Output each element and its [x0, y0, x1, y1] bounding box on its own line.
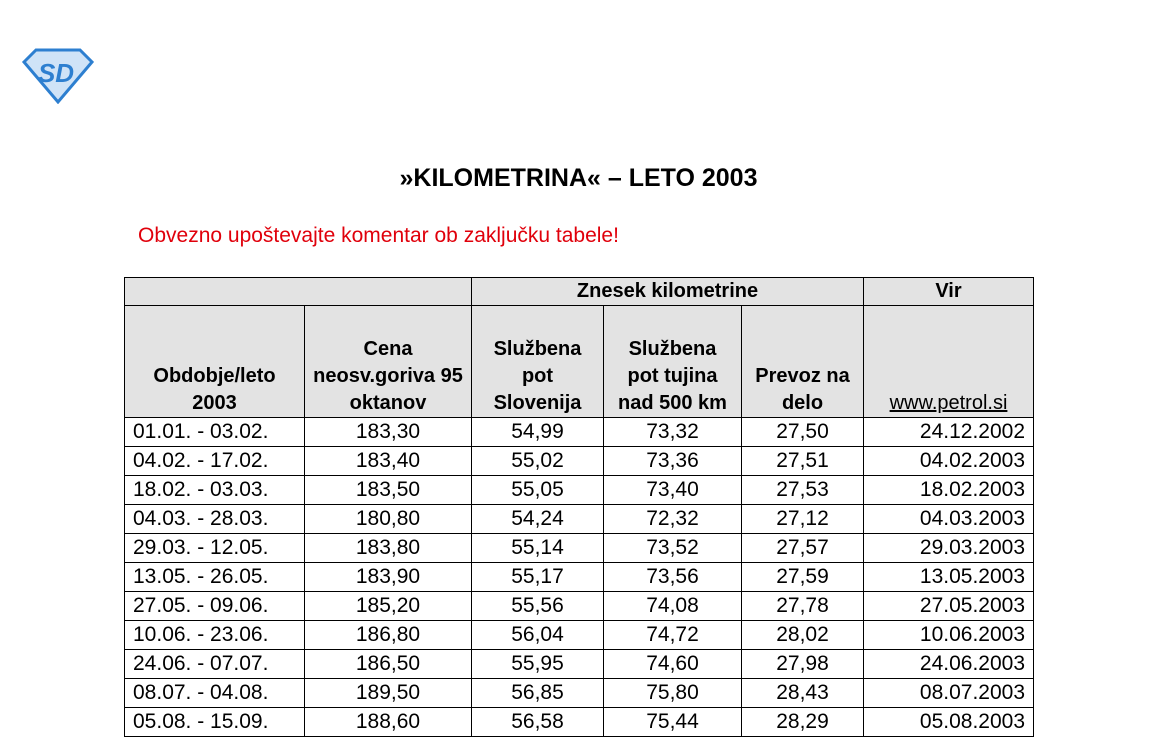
cell-source-date: 18.02.2003 [863, 475, 1034, 505]
col-fuel-price: Cena neosv.goriva 95 oktanov [304, 305, 472, 418]
table-row: 29.03. - 12.05. 183,80 55,14 73,52 27,57 29.0… [124, 533, 1034, 563]
cell-source-date: 10.06.2003 [863, 620, 1034, 650]
cell-abroad: 73,52 [603, 533, 742, 563]
cell-source-date: 04.02.2003 [863, 446, 1034, 476]
cell-commute: 28,43 [741, 678, 864, 708]
document-title: »KILOMETRINA« – LETO 2003 [399, 164, 758, 192]
cell-fuel-price: 183,50 [304, 475, 472, 505]
warning-note: Obvezno upoštevajte komentar ob zaključk… [138, 224, 619, 247]
cell-fuel-price: 186,80 [304, 620, 472, 650]
cell-abroad: 75,44 [603, 707, 742, 737]
cell-fuel-price: 188,60 [304, 707, 472, 737]
table-row: 27.05. - 09.06. 185,20 55,56 74,08 27,78 27.0… [124, 591, 1034, 621]
cell-fuel-price: 183,30 [304, 417, 472, 447]
cell-commute: 27,12 [741, 504, 864, 534]
cell-slovenia: 55,56 [471, 591, 604, 621]
cell-commute: 27,98 [741, 649, 864, 679]
cell-fuel-price: 183,90 [304, 562, 472, 592]
cell-period: 01.01. - 03.02. [124, 417, 305, 447]
cell-period: 04.03. - 28.03. [124, 504, 305, 534]
cell-commute: 27,59 [741, 562, 864, 592]
table-row: 05.08. - 15.09. 188,60 56,58 75,44 28,29 05.0… [124, 707, 1034, 737]
cell-fuel-price: 186,50 [304, 649, 472, 679]
header-source: Vir [863, 277, 1034, 306]
cell-fuel-price: 183,80 [304, 533, 472, 563]
col-abroad: Službena pot tujina nad 500 km [603, 305, 742, 418]
cell-commute: 27,53 [741, 475, 864, 505]
cell-period: 13.05. - 26.05. [124, 562, 305, 592]
cell-commute: 28,02 [741, 620, 864, 650]
cell-source-date: 24.12.2002 [863, 417, 1034, 447]
company-logo: SD [22, 48, 94, 104]
table-row: 24.06. - 07.07. 186,50 55,95 74,60 27,98 24.0… [124, 649, 1034, 679]
cell-period: 27.05. - 09.06. [124, 591, 305, 621]
header-blank [124, 277, 472, 306]
cell-fuel-price: 180,80 [304, 504, 472, 534]
cell-slovenia: 55,05 [471, 475, 604, 505]
col-period: Obdobje/leto 2003 [124, 305, 305, 418]
cell-abroad: 75,80 [603, 678, 742, 708]
cell-slovenia: 55,14 [471, 533, 604, 563]
cell-abroad: 72,32 [603, 504, 742, 534]
cell-abroad: 73,40 [603, 475, 742, 505]
mileage-table: Znesek kilometrine Vir Obdobje/leto 2003… [124, 277, 1034, 737]
cell-period: 08.07. - 04.08. [124, 678, 305, 708]
table-row: 01.01. - 03.02. 183,30 54,99 73,32 27,50 24.1… [124, 417, 1034, 447]
cell-slovenia: 54,24 [471, 504, 604, 534]
cell-slovenia: 55,02 [471, 446, 604, 476]
cell-period: 04.02. - 17.02. [124, 446, 305, 476]
col-commute: Prevoz na delo [741, 305, 864, 418]
cell-abroad: 74,08 [603, 591, 742, 621]
cell-commute: 27,78 [741, 591, 864, 621]
cell-fuel-price: 185,20 [304, 591, 472, 621]
cell-abroad: 73,36 [603, 446, 742, 476]
cell-commute: 27,50 [741, 417, 864, 447]
cell-source-date: 29.03.2003 [863, 533, 1034, 563]
cell-source-date: 04.03.2003 [863, 504, 1034, 534]
table-row: 04.03. - 28.03. 180,80 54,24 72,32 27,12 04.0… [124, 504, 1034, 534]
cell-slovenia: 54,99 [471, 417, 604, 447]
cell-abroad: 74,60 [603, 649, 742, 679]
header-group: Znesek kilometrine [471, 277, 864, 306]
cell-source-date: 08.07.2003 [863, 678, 1034, 708]
cell-abroad: 74,72 [603, 620, 742, 650]
col-source-link[interactable]: www.petrol.si [863, 305, 1034, 418]
table-row: 04.02. - 17.02. 183,40 55,02 73,36 27,51 04.0… [124, 446, 1034, 476]
cell-fuel-price: 183,40 [304, 446, 472, 476]
cell-period: 18.02. - 03.03. [124, 475, 305, 505]
svg-text:SD: SD [38, 58, 74, 88]
table-row: 13.05. - 26.05. 183,90 55,17 73,56 27,59 13.0… [124, 562, 1034, 592]
cell-commute: 28,29 [741, 707, 864, 737]
cell-slovenia: 56,04 [471, 620, 604, 650]
cell-source-date: 27.05.2003 [863, 591, 1034, 621]
cell-period: 29.03. - 12.05. [124, 533, 305, 563]
cell-source-date: 13.05.2003 [863, 562, 1034, 592]
cell-abroad: 73,32 [603, 417, 742, 447]
col-slovenia: Službena pot Slovenija [471, 305, 604, 418]
cell-slovenia: 55,95 [471, 649, 604, 679]
cell-abroad: 73,56 [603, 562, 742, 592]
table-row: 10.06. - 23.06. 186,80 56,04 74,72 28,02 10.0… [124, 620, 1034, 650]
cell-source-date: 24.06.2003 [863, 649, 1034, 679]
cell-commute: 27,57 [741, 533, 864, 563]
cell-period: 05.08. - 15.09. [124, 707, 305, 737]
cell-slovenia: 56,58 [471, 707, 604, 737]
cell-commute: 27,51 [741, 446, 864, 476]
cell-period: 10.06. - 23.06. [124, 620, 305, 650]
cell-slovenia: 55,17 [471, 562, 604, 592]
cell-period: 24.06. - 07.07. [124, 649, 305, 679]
cell-fuel-price: 189,50 [304, 678, 472, 708]
table-row: 18.02. - 03.03. 183,50 55,05 73,40 27,53 18.0… [124, 475, 1034, 505]
table-row: 08.07. - 04.08. 189,50 56,85 75,80 28,43 08.0… [124, 678, 1034, 708]
cell-slovenia: 56,85 [471, 678, 604, 708]
cell-source-date: 05.08.2003 [863, 707, 1034, 737]
